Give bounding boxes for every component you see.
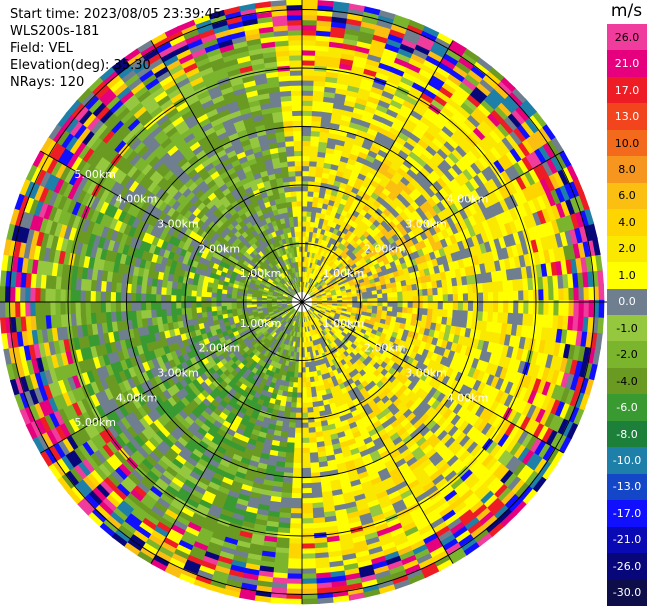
colorbar-swatch [607, 315, 647, 342]
colorbar-tick-label: -30.0 [612, 586, 642, 600]
colorbar-tick-label: -13.0 [612, 480, 642, 494]
colorbar-swatch [607, 341, 647, 369]
colorbar-tick-label: -26.0 [612, 559, 642, 573]
colorbar-tick-label: 8.0 [618, 163, 636, 176]
colorbar-swatch [607, 182, 647, 210]
range-ring-label: 4.00km [447, 193, 489, 206]
colorbar-swatch [607, 367, 647, 395]
elevation-text: Elevation(deg): 35.30 [10, 58, 151, 73]
colorbar-tick-label: -8.0 [616, 427, 638, 441]
colorbar-tick-label: 10.0 [614, 136, 640, 150]
velocity-colorbar: 26.0 21.0 17.0 13.0 10.0 8.0 6.0 4.0 2.0 1.0 0.0 -1… [607, 24, 647, 607]
colorbar-tick-label: -17.0 [612, 506, 642, 520]
field-name: Field: VEL [10, 41, 73, 56]
colorbar-swatch [607, 288, 647, 316]
colorbar-tick-label: -4.0 [616, 374, 638, 388]
colorbar-swatch [607, 447, 647, 475]
colorbar-tick-label: -21.0 [612, 533, 642, 547]
colorbar-swatch [607, 209, 647, 237]
colorbar-tick-label: 2.0 [618, 242, 636, 256]
colorbar-tick-label: 1.0 [618, 268, 636, 282]
nrays-text: NRays: 120 [10, 75, 85, 90]
range-ring-label: 5.00km [74, 168, 116, 181]
range-ring-label: 2.00km [199, 242, 241, 255]
colorbar-swatch [607, 129, 647, 157]
colorbar-tick-label: 21.0 [614, 57, 640, 71]
colorbar-tick-label: 17.0 [614, 83, 640, 97]
range-ring-label: 5.00km [74, 416, 116, 429]
range-ring-label: 1.00km [240, 317, 282, 330]
colorbar-swatch [607, 500, 647, 528]
range-ring-label: 2.00km [364, 242, 406, 255]
range-ring-label: 1.00km [240, 267, 282, 280]
colorbar-tick-label: 26.0 [614, 30, 640, 44]
range-ring-label: 3.00km [157, 218, 199, 231]
colorbar-swatch [607, 50, 647, 78]
range-ring-label: 4.00km [447, 391, 489, 404]
polar-grid [0, 0, 607, 604]
colorbar-tick-label: 4.0 [618, 215, 636, 229]
range-ring-label: 3.00km [405, 367, 447, 380]
colorbar-swatch [607, 420, 647, 448]
colorbar-tick-label: 13.0 [614, 110, 640, 124]
range-ring-label: 2.00km [364, 342, 406, 355]
colorbar-tick-label: 0.0 [618, 295, 636, 309]
range-ring-label: 1.00km [323, 317, 365, 330]
colorbar-swatch [607, 262, 647, 290]
colorbar-tick-label: 6.0 [618, 189, 636, 203]
range-ring-label: 1.00km [323, 267, 365, 280]
colorbar-swatch [607, 24, 647, 51]
colorbar-swatch [607, 526, 647, 554]
colorbar-swatch [607, 76, 647, 104]
colorbar-swatch [607, 235, 647, 263]
colorbar-swatch [607, 103, 647, 131]
colorbar-swatch [607, 156, 647, 184]
instrument-name: WLS200s-181 [10, 24, 100, 39]
range-ring-label: 4.00km [116, 193, 158, 206]
colorbar-tick-label: -2.0 [616, 348, 638, 362]
range-labels: 1.00km2.00km3.00km4.00km5.00km1.00km2.00… [74, 168, 488, 429]
range-ring-label: 2.00km [199, 342, 241, 355]
colorbar-unit: m/s [610, 1, 643, 21]
start-time-text: Start time: 2023/08/05 23:39:45 [10, 7, 222, 22]
colorbar-swatch [607, 579, 647, 607]
colorbar-tick-label: -1.0 [616, 321, 638, 335]
range-ring-label: 4.00km [116, 391, 158, 404]
colorbar-swatch [607, 553, 647, 581]
colorbar-tick-label: -10.0 [612, 454, 642, 467]
range-ring-label: 3.00km [157, 367, 199, 380]
range-ring-label: 3.00km [405, 218, 447, 231]
scan-info-panel: Start time: 2023/08/05 23:39:45 WLS200s-… [10, 6, 221, 91]
colorbar-tick-label: -6.0 [616, 401, 638, 415]
colorbar-swatch [607, 394, 647, 422]
colorbar-swatch [607, 473, 647, 501]
